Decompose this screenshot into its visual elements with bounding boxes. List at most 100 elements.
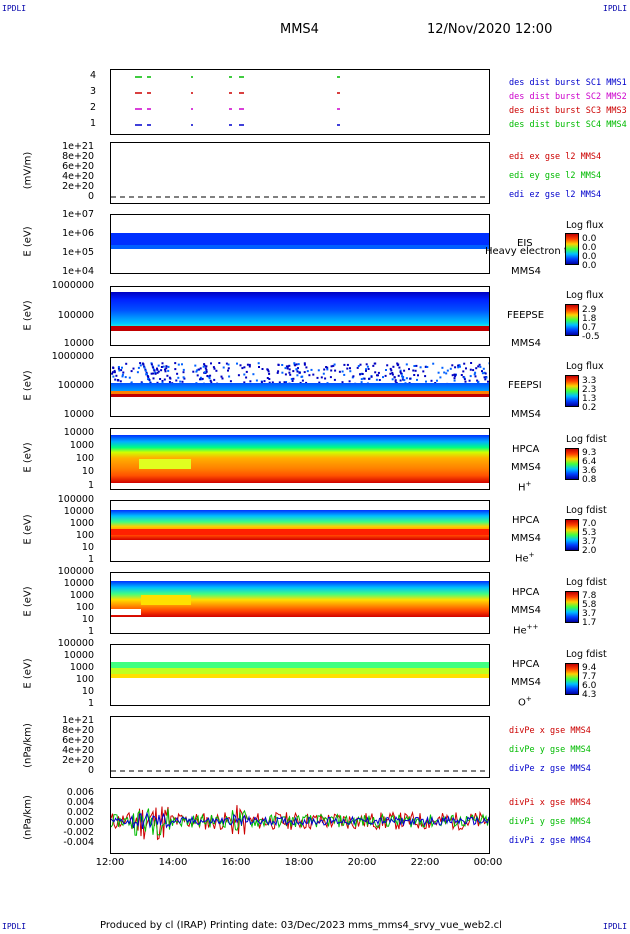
legend-edi-y: edi ey gse l2 MMS4 <box>509 171 602 181</box>
y-tick: 10000 <box>63 427 94 438</box>
speckle-mark <box>156 381 159 384</box>
speckle-mark <box>413 365 416 367</box>
speckle-mark <box>290 378 293 380</box>
speckle-mark <box>330 369 333 372</box>
speckle-mark <box>333 363 336 366</box>
speckle-mark <box>367 368 370 370</box>
speckle-mark <box>115 374 118 377</box>
speckle-mark <box>164 370 167 373</box>
speckle-mark <box>181 363 183 366</box>
speckle-mark <box>195 370 198 373</box>
speckle-mark <box>391 373 394 376</box>
datetime-title: 12/Nov/2020 12:00 <box>427 22 553 37</box>
y-tick: 100000 <box>57 310 94 321</box>
speckle-mark <box>305 381 308 384</box>
speckle-mark <box>248 365 251 368</box>
speckle-mark <box>208 375 210 378</box>
speckle-mark <box>157 364 160 367</box>
colorbar-value: 9.4 <box>582 663 597 673</box>
y-tick: 1e+05 <box>62 247 94 258</box>
speckle-mark <box>203 363 206 366</box>
speckle-mark <box>457 366 460 369</box>
speckle-mark <box>399 370 402 373</box>
hpca-o-panel <box>110 644 490 706</box>
speckle-mark <box>405 377 408 380</box>
speckle-mark <box>382 376 384 379</box>
speckle-mark <box>386 364 389 367</box>
speckle-mark <box>243 381 246 384</box>
speckle-mark <box>323 368 326 371</box>
speckle-mark <box>136 371 139 374</box>
speckle-mark <box>295 368 298 371</box>
speckle-mark <box>361 373 364 375</box>
speckle-mark <box>161 362 164 365</box>
speckle-mark <box>424 375 427 378</box>
speckle-mark <box>121 373 124 376</box>
speckle-mark <box>481 372 484 375</box>
y-tick: 1e+06 <box>62 228 94 239</box>
speckle-mark <box>121 366 123 369</box>
speckle-mark <box>210 381 213 384</box>
speckle-mark <box>451 374 454 377</box>
speckle-mark <box>277 363 280 366</box>
colorbar <box>565 591 579 623</box>
speckle-mark <box>200 378 203 381</box>
speckle-mark <box>297 363 300 366</box>
speckle-mark <box>152 377 155 380</box>
colorbar-title: Log fdist <box>566 577 607 588</box>
speckle-mark <box>243 366 246 369</box>
speckle-mark <box>248 363 251 366</box>
speckle-mark <box>167 365 170 368</box>
colorbar-value: 2.9 <box>582 305 597 315</box>
legend-divpi-z: divPi z gse MMS4 <box>509 836 591 846</box>
speckle-mark <box>485 376 488 379</box>
speckle-mark <box>199 378 201 381</box>
speckle-mark <box>413 374 416 376</box>
speckle-mark <box>430 379 433 382</box>
colorbar-value: 4.3 <box>582 690 597 700</box>
species-label: He++ <box>513 623 539 637</box>
y-tick: 100000 <box>57 494 94 505</box>
legend-sc4: des dist burst SC4 MMS4 <box>509 120 627 130</box>
speckle-mark <box>147 376 150 378</box>
colorbar-value: 7.8 <box>582 591 597 601</box>
speckle-mark <box>454 366 457 369</box>
colorbar-value: 5.3 <box>582 528 597 538</box>
speckle-mark <box>453 377 456 380</box>
speckle-mark <box>159 378 162 380</box>
y-tick: 10 <box>81 686 94 697</box>
speckle-mark <box>174 362 177 365</box>
speckle-mark <box>370 375 373 378</box>
y-tick: 10 <box>81 466 94 477</box>
species-label: H+ <box>518 480 532 494</box>
speckle-mark <box>140 381 143 384</box>
speckle-mark <box>167 369 170 372</box>
feepse-panel <box>110 286 490 346</box>
speckle-mark <box>329 376 332 379</box>
speckle-mark <box>168 381 171 383</box>
speckle-mark <box>365 369 367 372</box>
y-tick: 10 <box>81 542 94 553</box>
x-tick: 16:00 <box>221 857 251 868</box>
speckle-mark <box>276 371 279 374</box>
speckle-mark <box>201 377 204 380</box>
speckle-mark <box>479 365 482 368</box>
speckle-mark <box>245 370 248 373</box>
speckle-mark <box>476 379 479 382</box>
speckle-mark <box>359 373 362 376</box>
colorbar-value: 7.7 <box>582 672 597 682</box>
speckle-mark <box>179 380 182 383</box>
speckle-mark <box>258 366 260 368</box>
colorbar-value: 9.3 <box>582 448 597 458</box>
speckle-mark <box>130 370 133 373</box>
colorbar-value: 0.0 <box>582 243 597 253</box>
speckle-mark <box>403 369 406 372</box>
speckle-mark <box>154 372 157 375</box>
instrument-label: FEEPSI <box>508 380 542 391</box>
speckle-mark <box>142 363 145 366</box>
y-tick: 1000 <box>69 662 94 673</box>
instrument-label: EIS <box>517 238 533 249</box>
speckle-mark <box>113 369 116 372</box>
speckle-mark <box>478 363 481 366</box>
sc-label: MMS4 <box>511 605 541 616</box>
